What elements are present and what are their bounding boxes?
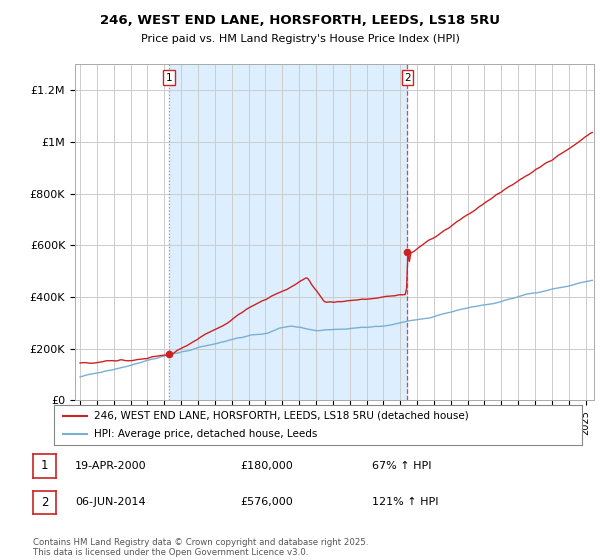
Text: Price paid vs. HM Land Registry's House Price Index (HPI): Price paid vs. HM Land Registry's House … <box>140 34 460 44</box>
Text: Contains HM Land Registry data © Crown copyright and database right 2025.
This d: Contains HM Land Registry data © Crown c… <box>33 538 368 557</box>
Text: HPI: Average price, detached house, Leeds: HPI: Average price, detached house, Leed… <box>94 430 317 439</box>
Text: 246, WEST END LANE, HORSFORTH, LEEDS, LS18 5RU: 246, WEST END LANE, HORSFORTH, LEEDS, LS… <box>100 14 500 27</box>
Text: £576,000: £576,000 <box>240 497 293 507</box>
Bar <box>169 64 407 400</box>
Text: 2: 2 <box>41 496 48 509</box>
Text: 1: 1 <box>41 459 48 473</box>
Text: 2: 2 <box>404 73 411 83</box>
Text: 19-APR-2000: 19-APR-2000 <box>75 461 146 471</box>
Text: 246, WEST END LANE, HORSFORTH, LEEDS, LS18 5RU (detached house): 246, WEST END LANE, HORSFORTH, LEEDS, LS… <box>94 411 469 421</box>
Text: 1: 1 <box>166 73 173 83</box>
Text: £180,000: £180,000 <box>240 461 293 471</box>
Text: 06-JUN-2014: 06-JUN-2014 <box>75 497 146 507</box>
Text: 67% ↑ HPI: 67% ↑ HPI <box>372 461 431 471</box>
Text: 121% ↑ HPI: 121% ↑ HPI <box>372 497 439 507</box>
